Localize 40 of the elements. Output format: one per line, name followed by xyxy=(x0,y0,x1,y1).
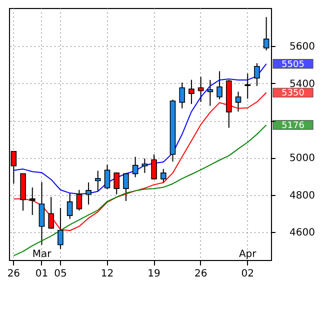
candlestick xyxy=(86,182,92,206)
candlestick xyxy=(263,16,270,51)
candlestick xyxy=(94,170,101,192)
y-tick-label: 5400 xyxy=(290,78,315,90)
annotation: Mar xyxy=(32,249,52,260)
candlestick xyxy=(160,168,166,184)
y-tick-label: 4600 xyxy=(290,228,315,239)
data-label: 5505 xyxy=(282,60,304,70)
candlestick xyxy=(132,156,138,178)
x-tick-label: 01 xyxy=(35,268,48,280)
candlestick xyxy=(29,186,36,216)
candlestick xyxy=(244,73,251,100)
candlestick xyxy=(216,70,222,100)
candlestick xyxy=(235,91,242,112)
candlestick xyxy=(254,62,260,86)
data-label: 5176 xyxy=(282,120,305,131)
candlestick xyxy=(76,189,82,212)
candlestick xyxy=(198,76,204,102)
candlestick xyxy=(123,172,129,202)
x-tick-label: 26 xyxy=(194,268,208,280)
candlestick xyxy=(188,79,194,104)
x-tick-label: 02 xyxy=(241,268,254,280)
x-tick-label: 19 xyxy=(148,268,160,280)
candlestick xyxy=(207,79,214,106)
y-tick-label: 5600 xyxy=(290,42,315,53)
candlestick xyxy=(58,207,64,250)
x-tick-label: 26 xyxy=(7,268,20,280)
x-tick-label: 12 xyxy=(100,268,114,280)
candlestick xyxy=(142,158,148,174)
candlestick xyxy=(151,154,157,180)
data-label: 5350 xyxy=(282,88,305,99)
y-tick-label: 4800 xyxy=(290,190,315,202)
candlestick xyxy=(38,182,45,246)
candlestick xyxy=(114,172,120,195)
annotation: Apr xyxy=(238,249,258,260)
y-tick-label: 5000 xyxy=(290,153,315,164)
candlestick xyxy=(104,164,110,190)
candlestick xyxy=(179,82,186,109)
candlestick xyxy=(66,192,73,220)
x-tick-label: 05 xyxy=(54,268,67,280)
